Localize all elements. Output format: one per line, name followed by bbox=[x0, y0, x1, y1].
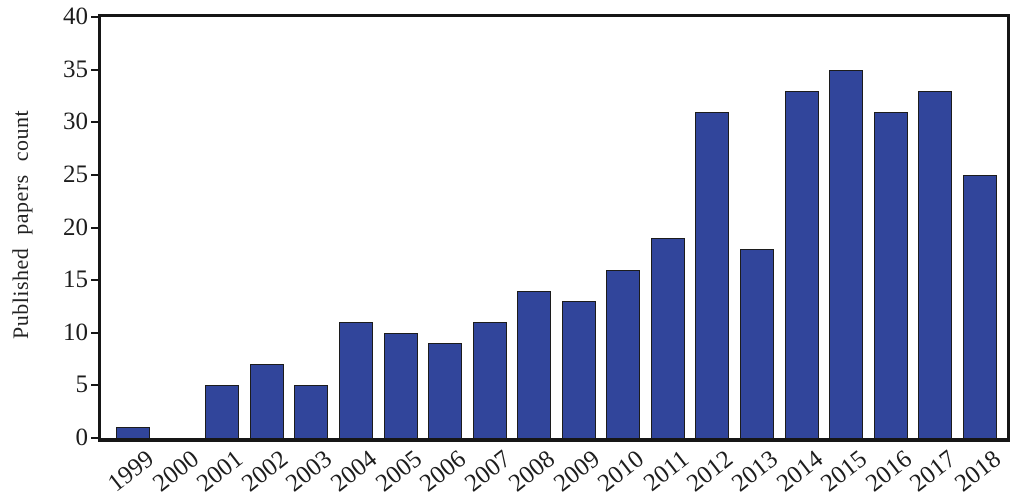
y-tick-mark bbox=[91, 384, 98, 387]
x-tick-label-2006: 2006 bbox=[415, 445, 472, 495]
y-axis-label: Published papers count bbox=[8, 109, 33, 340]
y-tick-label: 30 bbox=[63, 108, 88, 136]
bar-2018 bbox=[962, 174, 997, 438]
y-tick-mark bbox=[91, 279, 98, 282]
bar-2009 bbox=[561, 301, 596, 438]
x-tick-label-2002: 2002 bbox=[236, 445, 293, 495]
plot-area bbox=[98, 14, 1010, 442]
x-tick-label-2004: 2004 bbox=[326, 445, 383, 495]
y-tick-label: 35 bbox=[63, 55, 88, 83]
bar-2002 bbox=[249, 364, 284, 438]
y-tick-mark bbox=[91, 16, 98, 18]
y-tick-mark bbox=[91, 173, 98, 176]
bar-2003 bbox=[294, 385, 329, 438]
y-tick-label: 20 bbox=[63, 213, 88, 241]
y-tick-label: 5 bbox=[75, 371, 89, 399]
x-tick-label-2000: 2000 bbox=[147, 445, 204, 495]
bar-2001 bbox=[205, 385, 240, 438]
bar-2015 bbox=[829, 69, 864, 438]
x-tick-label-2003: 2003 bbox=[281, 445, 338, 495]
y-tick-label: 40 bbox=[63, 3, 88, 30]
bar-2017 bbox=[918, 90, 953, 438]
x-tick-label-2009: 2009 bbox=[548, 445, 605, 495]
x-tick-label-2015: 2015 bbox=[816, 445, 873, 495]
y-tick-mark bbox=[91, 226, 98, 229]
y-tick-label: 10 bbox=[63, 318, 88, 346]
bar-2008 bbox=[517, 290, 552, 438]
x-tick-label-2017: 2017 bbox=[905, 445, 962, 495]
x-tick-label-2014: 2014 bbox=[771, 445, 828, 495]
bar-2005 bbox=[383, 332, 418, 438]
y-tick-label: 25 bbox=[63, 160, 88, 188]
x-tick-label-2011: 2011 bbox=[638, 445, 694, 495]
x-tick-label-2013: 2013 bbox=[726, 445, 783, 495]
bar-2004 bbox=[339, 322, 374, 438]
x-tick-label-2010: 2010 bbox=[593, 445, 650, 495]
x-tick-label-2018: 2018 bbox=[949, 445, 1006, 495]
bar-2007 bbox=[472, 322, 507, 438]
x-tick-label-2007: 2007 bbox=[459, 445, 516, 495]
bar-2013 bbox=[739, 248, 774, 438]
bar-2012 bbox=[695, 111, 730, 438]
y-tick-mark bbox=[91, 437, 98, 439]
bar-2014 bbox=[784, 90, 819, 438]
x-tick-label-2005: 2005 bbox=[370, 445, 427, 495]
bar-2010 bbox=[606, 269, 641, 438]
bar-2016 bbox=[873, 111, 908, 438]
x-tick-label-1999: 1999 bbox=[103, 445, 160, 495]
x-tick-label-2001: 2001 bbox=[192, 445, 249, 495]
bar-1999 bbox=[116, 427, 151, 438]
bar-2011 bbox=[650, 238, 685, 438]
x-tick-label-2012: 2012 bbox=[682, 445, 739, 495]
x-tick-label-2016: 2016 bbox=[860, 445, 917, 495]
x-tick-label-2008: 2008 bbox=[504, 445, 561, 495]
bar-2006 bbox=[428, 343, 463, 438]
y-tick-mark bbox=[91, 331, 98, 334]
y-tick-mark bbox=[91, 121, 98, 124]
y-tick-label: 0 bbox=[75, 424, 89, 451]
y-tick-label: 15 bbox=[63, 266, 88, 294]
y-tick-mark bbox=[91, 68, 98, 71]
